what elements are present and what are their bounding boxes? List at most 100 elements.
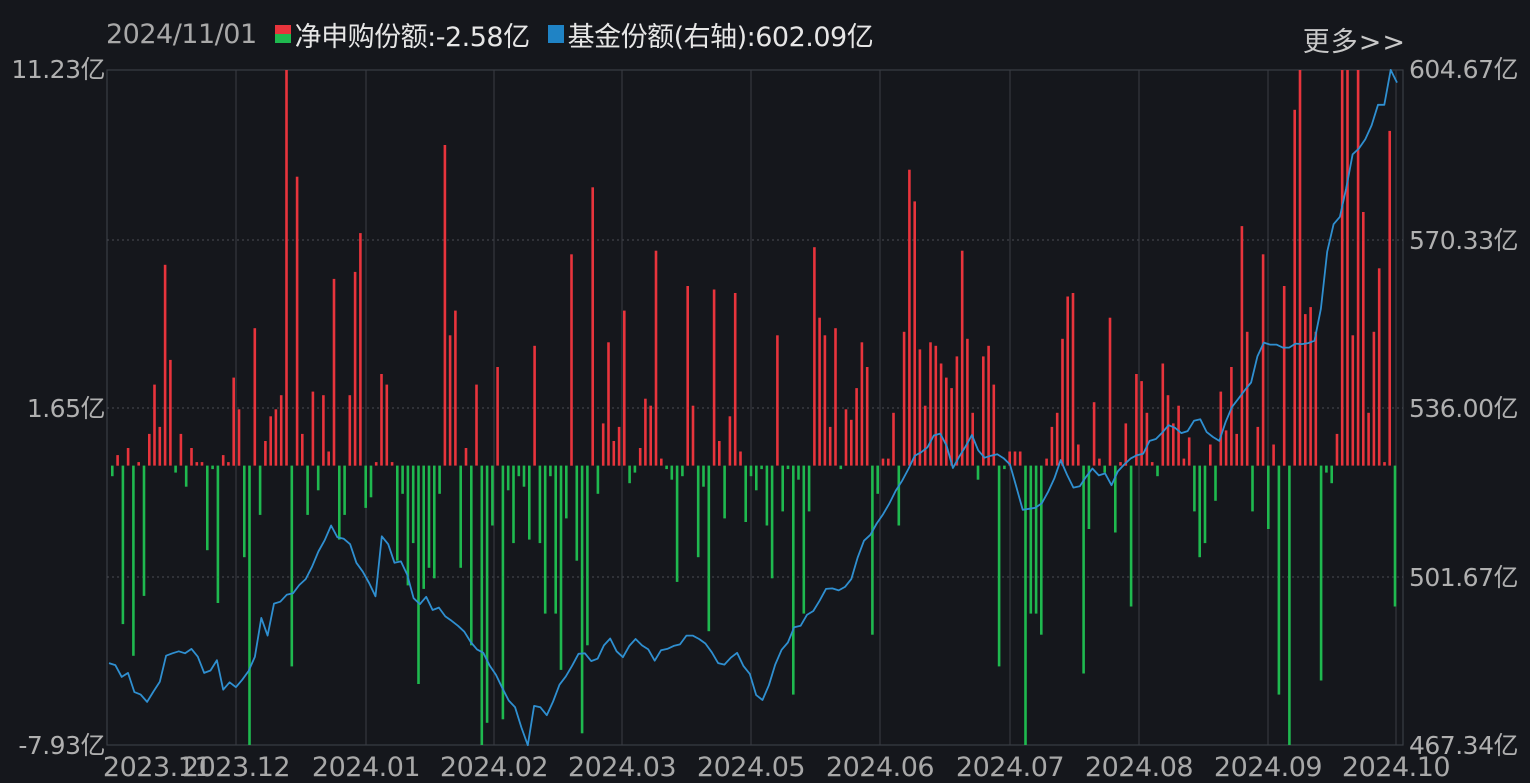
net-subscription-bar[interactable] [311, 391, 315, 466]
net-subscription-bar[interactable] [1077, 444, 1080, 466]
net-subscription-bar[interactable] [1282, 286, 1286, 466]
net-subscription-bar[interactable] [1135, 374, 1138, 466]
fund-shares-line[interactable] [108, 69, 1398, 747]
net-subscription-bar[interactable] [385, 384, 389, 466]
net-subscription-bar[interactable] [253, 328, 257, 466]
net-subscription-bar[interactable] [1314, 331, 1318, 466]
net-subscription-bar[interactable] [411, 465, 415, 544]
net-subscription-bar[interactable] [169, 359, 172, 466]
net-subscription-bar[interactable] [1103, 465, 1106, 473]
net-subscription-bar[interactable] [369, 465, 373, 498]
net-subscription-bar[interactable] [733, 293, 737, 466]
net-subscription-bar[interactable] [823, 335, 827, 466]
net-subscription-bar[interactable] [322, 395, 325, 466]
net-subscription-bar[interactable] [190, 448, 193, 466]
net-subscription-bar[interactable] [512, 465, 515, 544]
net-subscription-bar[interactable] [1224, 430, 1228, 466]
net-subscription-bar[interactable] [839, 465, 843, 470]
net-subscription-bar[interactable] [1377, 268, 1381, 466]
net-subscription-bar[interactable] [1129, 465, 1133, 607]
net-subscription-bar[interactable] [285, 70, 288, 466]
net-subscription-bar[interactable] [755, 465, 758, 491]
net-subscription-bar[interactable] [1150, 462, 1154, 466]
net-subscription-bar[interactable] [781, 465, 784, 512]
net-subscription-bar[interactable] [227, 462, 230, 466]
net-subscription-bar[interactable] [374, 462, 378, 466]
net-subscription-bar[interactable] [163, 264, 167, 466]
net-subscription-bar[interactable] [1108, 317, 1112, 466]
net-subscription-bar[interactable] [1045, 458, 1048, 466]
net-subscription-bar[interactable] [1388, 130, 1391, 466]
net-subscription-bar[interactable] [565, 465, 568, 519]
net-subscription-bar[interactable] [871, 465, 874, 635]
net-subscription-bar[interactable] [876, 465, 879, 494]
net-subscription-bar[interactable] [702, 465, 705, 487]
net-subscription-bar[interactable] [1166, 395, 1170, 466]
net-subscription-bar[interactable] [1277, 465, 1281, 695]
net-subscription-bar[interactable] [1034, 465, 1038, 614]
net-subscription-bar[interactable] [1209, 444, 1212, 466]
net-subscription-bar[interactable] [828, 426, 832, 466]
net-subscription-bar[interactable] [316, 465, 320, 491]
net-subscription-bar[interactable] [633, 465, 637, 473]
net-subscription-bar[interactable] [623, 310, 626, 466]
net-subscription-bar[interactable] [528, 465, 531, 540]
net-subscription-bar[interactable] [1066, 296, 1069, 466]
net-subscription-bar[interactable] [1119, 462, 1122, 466]
net-subscription-bar[interactable] [206, 465, 209, 551]
net-subscription-bar[interactable] [1214, 465, 1217, 501]
net-subscription-bar[interactable] [243, 465, 246, 558]
net-subscription-bar[interactable] [855, 388, 858, 466]
net-subscription-bar[interactable] [1013, 451, 1017, 466]
net-subscription-bar[interactable] [654, 250, 658, 466]
net-subscription-bar[interactable] [807, 465, 811, 512]
net-subscription-bar[interactable] [786, 465, 790, 470]
net-subscription-bar[interactable] [1393, 465, 1397, 607]
net-subscription-bar[interactable] [195, 462, 199, 466]
net-subscription-bar[interactable] [586, 465, 589, 646]
net-subscription-bar[interactable] [427, 465, 431, 568]
net-subscription-bar[interactable] [1071, 293, 1075, 466]
net-subscription-bar[interactable] [380, 374, 383, 466]
net-subscription-bar[interactable] [1261, 254, 1265, 466]
net-subscription-bar[interactable] [865, 367, 869, 466]
net-subscription-bar[interactable] [116, 455, 119, 466]
net-subscription-bar[interactable] [797, 465, 800, 480]
net-subscription-bar[interactable] [760, 465, 763, 470]
net-subscription-bar[interactable] [459, 465, 462, 568]
net-subscription-bar[interactable] [728, 416, 732, 466]
net-subscription-bar[interactable] [929, 342, 932, 466]
net-subscription-bar[interactable] [1055, 412, 1059, 466]
net-subscription-bar[interactable] [1346, 70, 1349, 466]
net-subscription-bar[interactable] [348, 395, 352, 466]
net-subscription-bar[interactable] [570, 254, 573, 466]
net-subscription-bar[interactable] [137, 462, 140, 466]
net-subscription-bar[interactable] [1309, 307, 1312, 466]
net-subscription-bar[interactable] [966, 338, 969, 466]
net-subscription-bar[interactable] [997, 465, 1001, 667]
net-subscription-bar[interactable] [723, 465, 726, 519]
net-subscription-bar[interactable] [601, 423, 605, 466]
net-subscription-bar[interactable] [1330, 465, 1333, 484]
net-subscription-bar[interactable] [496, 367, 499, 466]
net-subscription-bar[interactable] [111, 465, 114, 477]
net-subscription-bar[interactable] [237, 409, 241, 466]
net-subscription-bar[interactable] [665, 465, 668, 470]
net-subscription-bar[interactable] [1304, 314, 1307, 466]
net-subscription-bar[interactable] [422, 465, 425, 589]
net-subscription-bar[interactable] [179, 433, 183, 466]
net-subscription-bar[interactable] [327, 451, 330, 466]
net-subscription-bar[interactable] [1298, 70, 1302, 466]
net-subscription-bar[interactable] [264, 441, 267, 466]
net-subscription-bar[interactable] [470, 465, 473, 646]
net-subscription-bar[interactable] [580, 465, 584, 734]
net-subscription-bar[interactable] [718, 441, 721, 466]
net-subscription-bar[interactable] [126, 448, 130, 466]
net-subscription-bar[interactable] [221, 455, 225, 466]
net-subscription-bar[interactable] [549, 465, 552, 477]
net-subscription-bar[interactable] [1251, 465, 1254, 512]
net-subscription-bar[interactable] [913, 201, 916, 466]
net-subscription-bar[interactable] [850, 419, 853, 466]
net-subscription-bar[interactable] [1082, 465, 1085, 674]
net-subscription-bar[interactable] [448, 335, 452, 466]
